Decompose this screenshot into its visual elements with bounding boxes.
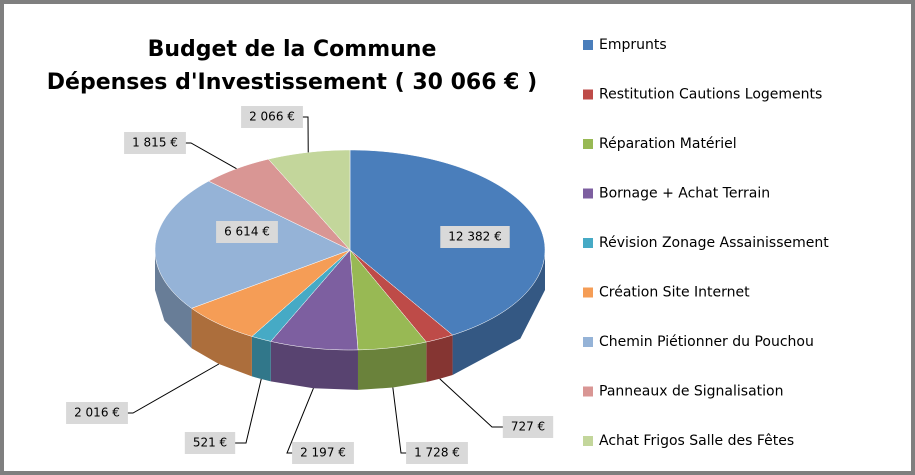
data-label-box [216, 221, 278, 243]
legend-swatch [583, 238, 593, 248]
data-label: 1 728 € [414, 446, 460, 460]
legend-swatch [583, 337, 593, 347]
legend-swatch [583, 386, 593, 397]
slice [251, 249, 351, 342]
legend-swatch [583, 287, 593, 298]
legend-label: Création Site Internet [599, 285, 750, 301]
data-label-box [66, 402, 128, 424]
data-label: 521 € [193, 436, 227, 450]
slice-side [426, 335, 453, 383]
data-label: 1 815 € [132, 136, 178, 150]
slice [191, 249, 351, 337]
slice [154, 180, 351, 309]
slice-side [270, 341, 358, 390]
slice [270, 249, 359, 351]
legend-swatch [583, 139, 593, 149]
legend-label: Réparation Matériel [599, 136, 737, 152]
chart-subtitle: Dépenses d'Investissement ( 30 066 € ) [47, 70, 537, 95]
chart-title: Budget de la Commune [148, 37, 437, 62]
legend-label: Panneaux de Signalisation [599, 384, 783, 400]
data-label: 2 016 € [74, 406, 120, 420]
data-label-box [502, 416, 554, 438]
legend-label: Bornage + Achat Terrain [599, 186, 770, 202]
legend-swatch [583, 188, 593, 199]
data-label-box [184, 432, 236, 454]
legend-label: Restitution Cautions Logements [599, 87, 822, 103]
slice-side [357, 342, 427, 390]
slice-side [251, 336, 271, 382]
data-label-box [124, 132, 186, 154]
data-label: 2 066 € [249, 110, 295, 124]
slice-side [452, 250, 545, 376]
slice [349, 249, 454, 343]
slice-side [191, 308, 252, 377]
legend-label: Révision Zonage Assainissement [599, 235, 829, 251]
data-label-box [406, 442, 468, 464]
slice-side [155, 250, 192, 349]
slice [349, 249, 427, 351]
slice [208, 158, 351, 251]
legend-label: Achat Frigos Salle des Fêtes [599, 433, 794, 449]
data-label-box [241, 106, 303, 128]
data-label: 12 382 € [448, 230, 501, 244]
legend-label: Chemin Piétionner du Pouchou [599, 334, 814, 350]
legend-swatch [583, 40, 593, 50]
data-label-box [292, 442, 354, 464]
legend-label: Emprunts [599, 37, 667, 53]
legend-swatch [583, 89, 593, 100]
data-label: 727 € [511, 420, 545, 434]
data-label: 6 614 € [224, 225, 270, 239]
data-label: 2 197 € [300, 446, 346, 460]
data-label-box [440, 226, 510, 248]
legend-swatch [583, 436, 593, 446]
